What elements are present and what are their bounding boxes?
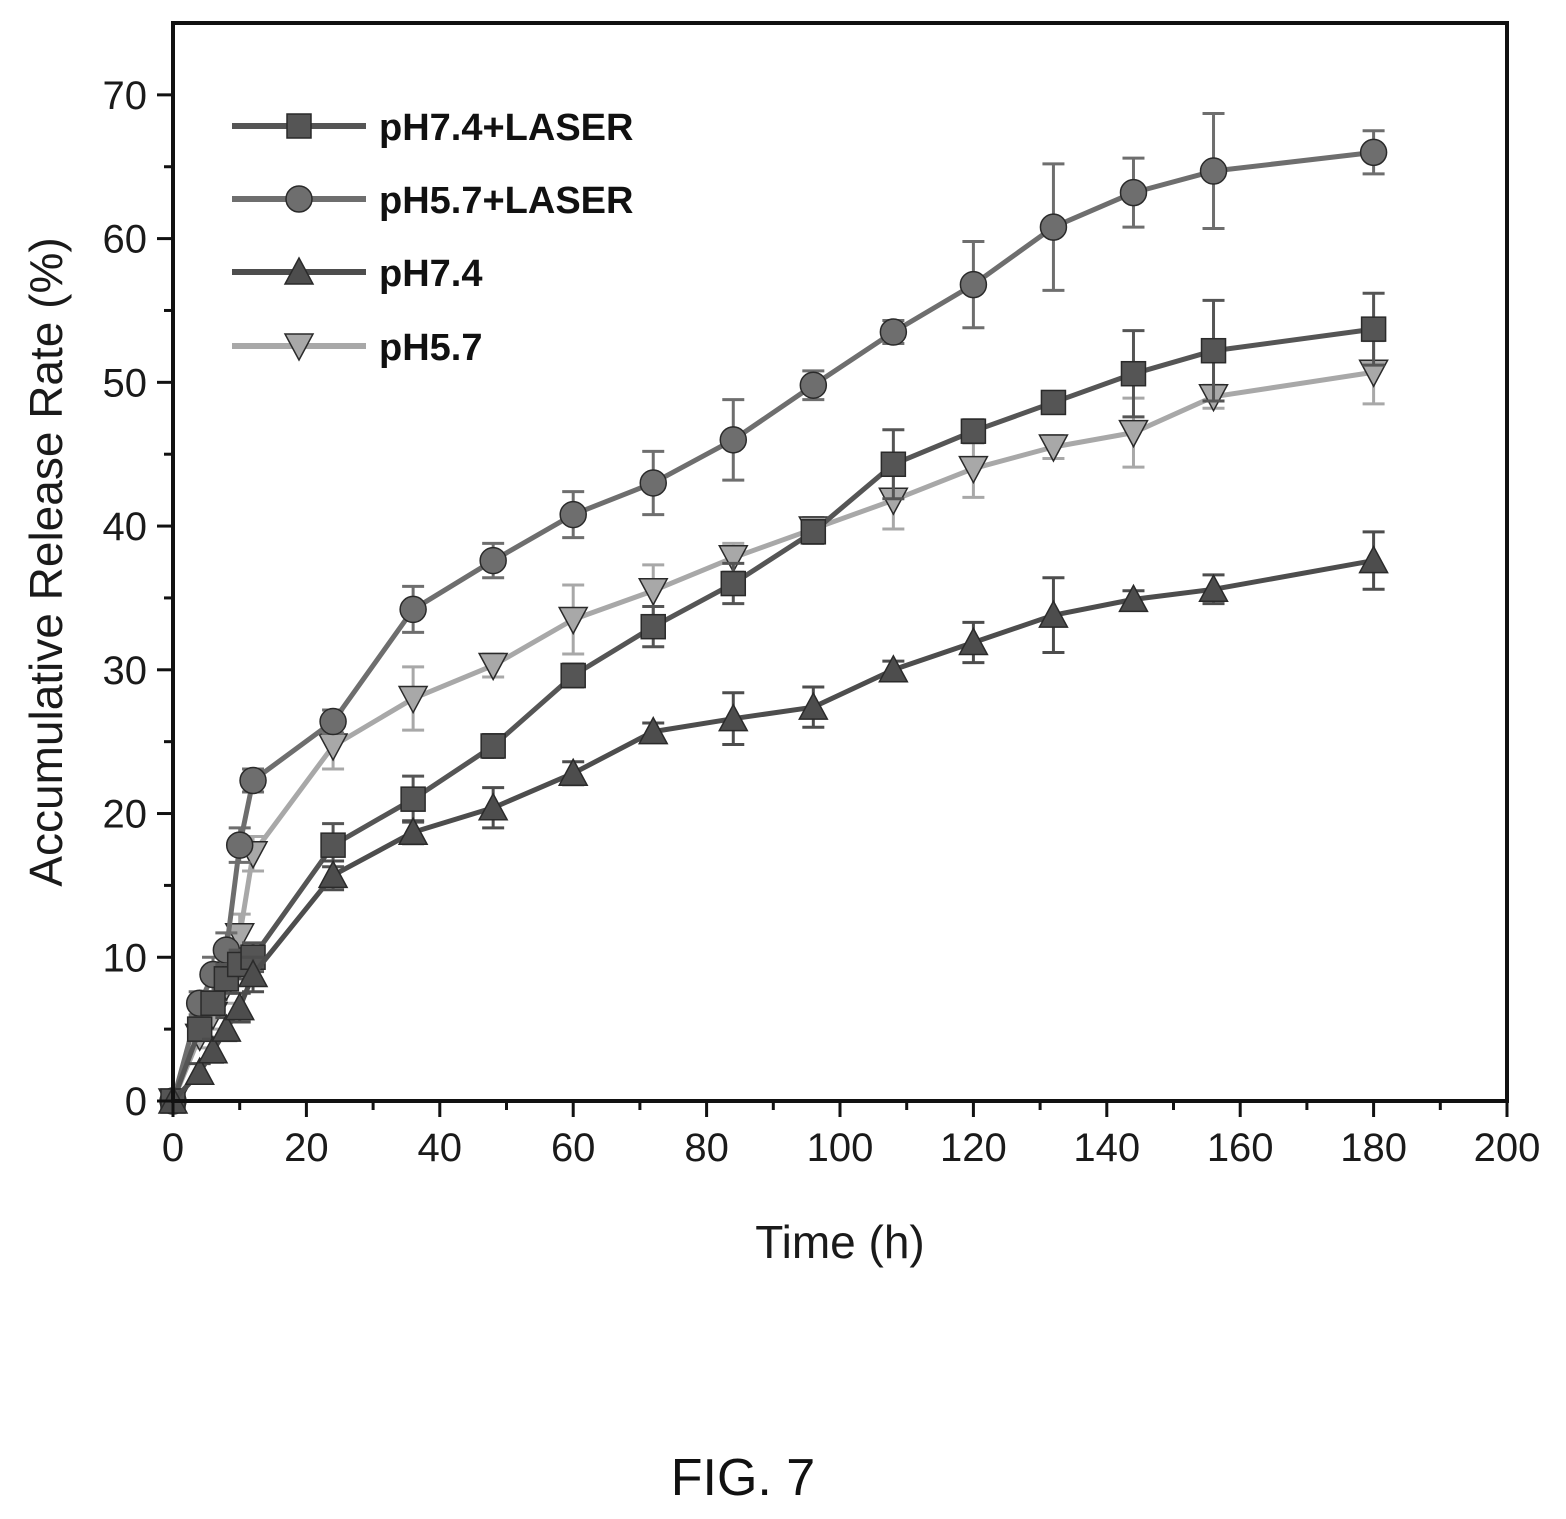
y-tick-label: 60 xyxy=(103,218,148,262)
x-tick-label: 160 xyxy=(1207,1126,1274,1170)
data-point xyxy=(718,544,749,574)
data-point xyxy=(224,922,255,952)
legend-marker xyxy=(283,256,315,285)
x-tick-label: 180 xyxy=(1340,1126,1407,1170)
data-point xyxy=(799,371,828,399)
data-point xyxy=(320,832,346,858)
y-tick-label: 10 xyxy=(103,936,148,980)
data-point xyxy=(1038,434,1069,463)
data-point xyxy=(477,792,509,821)
legend-marker xyxy=(286,113,312,139)
data-point xyxy=(959,270,988,299)
data-point xyxy=(479,546,507,575)
data-point xyxy=(1038,599,1069,628)
data-point xyxy=(1200,337,1227,364)
data-point xyxy=(560,662,586,689)
data-point xyxy=(397,816,429,845)
data-point xyxy=(637,716,669,745)
legend-label: pH5.7+LASER xyxy=(379,180,633,222)
x-tick-label: 140 xyxy=(1073,1126,1140,1170)
data-point xyxy=(211,1013,242,1042)
plot-frame xyxy=(171,21,1509,1103)
series-1 xyxy=(159,112,1388,1115)
data-point xyxy=(237,958,269,988)
x-tick-label: 100 xyxy=(807,1126,874,1170)
x-tick-label: 80 xyxy=(684,1126,729,1170)
data-point xyxy=(1040,389,1067,416)
data-point xyxy=(317,859,349,889)
data-point xyxy=(557,606,589,636)
y-tick-label: 70 xyxy=(103,74,148,118)
x-tick-label: 20 xyxy=(284,1126,329,1170)
series-0 xyxy=(160,291,1387,1114)
data-point xyxy=(319,707,347,736)
legend-label: pH7.4+LASER xyxy=(379,107,633,149)
y-tick-label: 40 xyxy=(103,505,148,549)
data-point xyxy=(720,570,747,597)
legend-label: pH7.4 xyxy=(379,253,482,295)
data-point xyxy=(224,991,255,1021)
data-point xyxy=(477,652,509,682)
data-point xyxy=(639,469,667,497)
data-point xyxy=(1359,138,1388,167)
data-point xyxy=(399,595,427,624)
data-point xyxy=(200,990,226,1017)
legend-label: pH5.7 xyxy=(379,327,482,369)
data-point xyxy=(880,451,907,478)
data-point xyxy=(1198,573,1229,603)
y-axis-title: Accumulative Release Rate (%) xyxy=(20,237,72,886)
figure-caption: FIG. 7 xyxy=(670,1449,816,1507)
data-point xyxy=(878,654,909,683)
legend-marker xyxy=(285,185,313,213)
data-point xyxy=(798,691,829,720)
data-point xyxy=(1118,583,1149,613)
data-point xyxy=(225,831,254,859)
y-tick-label: 30 xyxy=(103,649,148,693)
data-point xyxy=(637,577,669,607)
data-point xyxy=(800,519,827,545)
x-tick-label: 0 xyxy=(162,1126,184,1170)
data-point xyxy=(1199,157,1228,185)
data-point xyxy=(397,685,429,715)
data-point xyxy=(640,613,666,640)
axes-layer: 0 20 40 60 80 100 120 140 160 180 200 0 10 20 30 40 50 60… xyxy=(103,21,1541,1170)
data-point xyxy=(1118,419,1149,449)
series-line xyxy=(170,149,1374,1102)
data-point xyxy=(559,500,587,529)
data-point xyxy=(184,1056,215,1086)
y-tick-label: 50 xyxy=(103,361,148,405)
y-tick-label: 20 xyxy=(103,793,148,837)
data-point xyxy=(480,733,506,759)
data-point xyxy=(239,766,267,795)
data-point xyxy=(958,626,989,656)
data-point xyxy=(718,703,749,732)
legend-marker xyxy=(283,333,315,362)
y-tick-label: 0 xyxy=(125,1080,147,1124)
data-point xyxy=(400,786,426,812)
data-point xyxy=(879,318,908,346)
data-point xyxy=(1120,360,1147,387)
legend: pH7.4+LASER pH5.7+LASER pH7.4 pH5.7 xyxy=(232,107,633,369)
data-point xyxy=(1358,544,1389,574)
data-point xyxy=(557,757,589,787)
data-point xyxy=(186,1016,213,1042)
data-point xyxy=(958,455,989,485)
x-tick-label: 120 xyxy=(940,1126,1007,1170)
data-point xyxy=(197,1035,229,1064)
series-line xyxy=(170,369,1374,1102)
data-point xyxy=(1119,178,1148,207)
data-point xyxy=(960,418,987,444)
x-tick-label: 40 xyxy=(418,1126,463,1170)
x-tick-label: 60 xyxy=(551,1126,596,1170)
data-point xyxy=(719,426,748,454)
x-tick-label: 200 xyxy=(1474,1126,1541,1170)
x-axis-title: Time (h) xyxy=(755,1216,925,1268)
data-point xyxy=(1360,316,1387,342)
data-point xyxy=(1039,213,1068,241)
series-layer xyxy=(157,112,1389,1117)
